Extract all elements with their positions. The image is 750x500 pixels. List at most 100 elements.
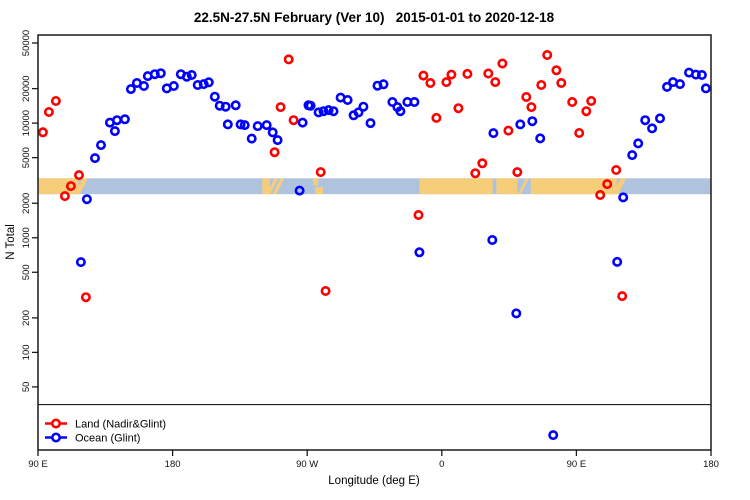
land-segment <box>612 178 627 195</box>
x-tick-label: 180 <box>165 459 181 470</box>
ocean-data-point <box>239 120 250 131</box>
ocean-data-point <box>181 71 192 82</box>
y-tick-label: 5000 <box>21 147 32 168</box>
land-segment <box>262 178 270 195</box>
land-data-point <box>581 106 592 117</box>
land-data-point <box>453 103 464 114</box>
legend-marker-ocean <box>50 432 61 443</box>
ocean-data-point <box>90 153 101 164</box>
ocean-data-point <box>209 91 220 102</box>
ocean-data-point <box>487 235 498 246</box>
land-segment <box>315 187 323 195</box>
ocean-data-point <box>125 84 136 95</box>
ocean-data-point <box>700 83 711 94</box>
x-tick-label: 90 E <box>28 459 48 470</box>
ocean-series <box>75 67 711 441</box>
y-tick-label: 50000 <box>21 30 32 56</box>
map-band <box>38 178 711 195</box>
ocean-data-point <box>488 128 499 139</box>
ocean-data-point <box>515 119 526 130</box>
ocean-data-point <box>96 140 107 151</box>
ocean-data-point <box>198 79 209 90</box>
land-data-point <box>602 179 613 190</box>
ocean-data-point <box>612 256 623 267</box>
ocean-data-point <box>138 81 149 92</box>
land-data-point <box>59 191 70 202</box>
land-data-point <box>567 97 578 108</box>
ocean-data-point <box>230 100 241 111</box>
ocean-data-point <box>220 101 231 112</box>
land-data-point <box>37 127 48 138</box>
y-tick-label: 500 <box>21 264 32 280</box>
land-data-point <box>446 69 457 80</box>
land-data-point <box>617 291 628 302</box>
land-data-point <box>512 167 523 178</box>
x-tick-label: 90 W <box>296 459 318 470</box>
ocean-data-point <box>395 106 406 117</box>
ocean-data-point <box>633 138 644 149</box>
land-data-point <box>586 96 597 107</box>
ocean-data-point <box>548 430 559 441</box>
ocean-data-point <box>511 308 522 319</box>
ocean-data-point <box>353 107 364 118</box>
land-data-point <box>503 125 514 136</box>
y-tick-label: 50 <box>21 382 32 393</box>
ocean-data-point <box>81 194 92 205</box>
land-data-point <box>288 115 299 126</box>
ocean-data-point <box>112 115 123 126</box>
land-data-point <box>413 210 424 221</box>
x-axis-title: Longitude (deg E) <box>328 475 420 487</box>
ocean-data-point <box>661 81 672 92</box>
land-data-point <box>536 80 547 91</box>
y-axis-title: N Total <box>5 224 17 260</box>
land-data-point <box>470 168 481 179</box>
ocean-data-point <box>252 121 263 132</box>
ocean-data-point <box>272 135 283 146</box>
ocean-data-point <box>527 116 538 127</box>
x-tick-label: 90 E <box>567 459 587 470</box>
land-data-point <box>542 49 553 60</box>
x-tick-label: 0 <box>439 459 444 470</box>
land-data-point <box>574 128 585 139</box>
legend-label-ocean: Ocean (Glint) <box>75 433 140 445</box>
land-data-point <box>483 68 494 79</box>
ocean-data-point <box>261 120 272 131</box>
land-data-point <box>320 285 331 296</box>
land-segment <box>272 178 285 195</box>
land-segment <box>266 178 279 195</box>
land-segment <box>517 178 529 195</box>
land-data-point <box>80 292 91 303</box>
land-data-point <box>275 102 286 113</box>
land-data-point <box>269 147 280 158</box>
ocean-data-point <box>674 79 685 90</box>
ocean-data-point <box>627 150 638 161</box>
legend-marker-land <box>50 418 61 429</box>
ocean-data-point <box>75 257 86 268</box>
land-data-point <box>462 68 473 79</box>
ocean-data-point <box>318 106 329 117</box>
land-data-point <box>431 112 442 123</box>
chart-title: 22.5N-27.5N February (Ver 10) 2015-01-01… <box>194 10 555 25</box>
land-data-point <box>283 54 294 65</box>
land-data-point <box>315 167 326 178</box>
land-data-point <box>551 65 562 76</box>
land-data-point <box>50 96 61 107</box>
ocean-data-point <box>186 70 197 81</box>
ocean-data-point <box>358 101 369 112</box>
land-data-point <box>441 77 452 88</box>
ocean-data-point <box>294 185 305 196</box>
y-tick-label: 200 <box>21 310 32 326</box>
ocean-data-point <box>647 123 658 134</box>
ocean-data-point <box>618 192 629 203</box>
land-data-point <box>74 170 85 181</box>
ocean-data-point <box>365 118 376 129</box>
land-data-point <box>43 107 54 118</box>
ocean-data-point <box>323 105 334 116</box>
land-data-point <box>490 77 501 88</box>
land-series <box>37 49 628 303</box>
y-tick-label: 2000 <box>21 193 32 214</box>
ocean-data-point <box>654 113 665 124</box>
land-data-point <box>526 102 537 113</box>
